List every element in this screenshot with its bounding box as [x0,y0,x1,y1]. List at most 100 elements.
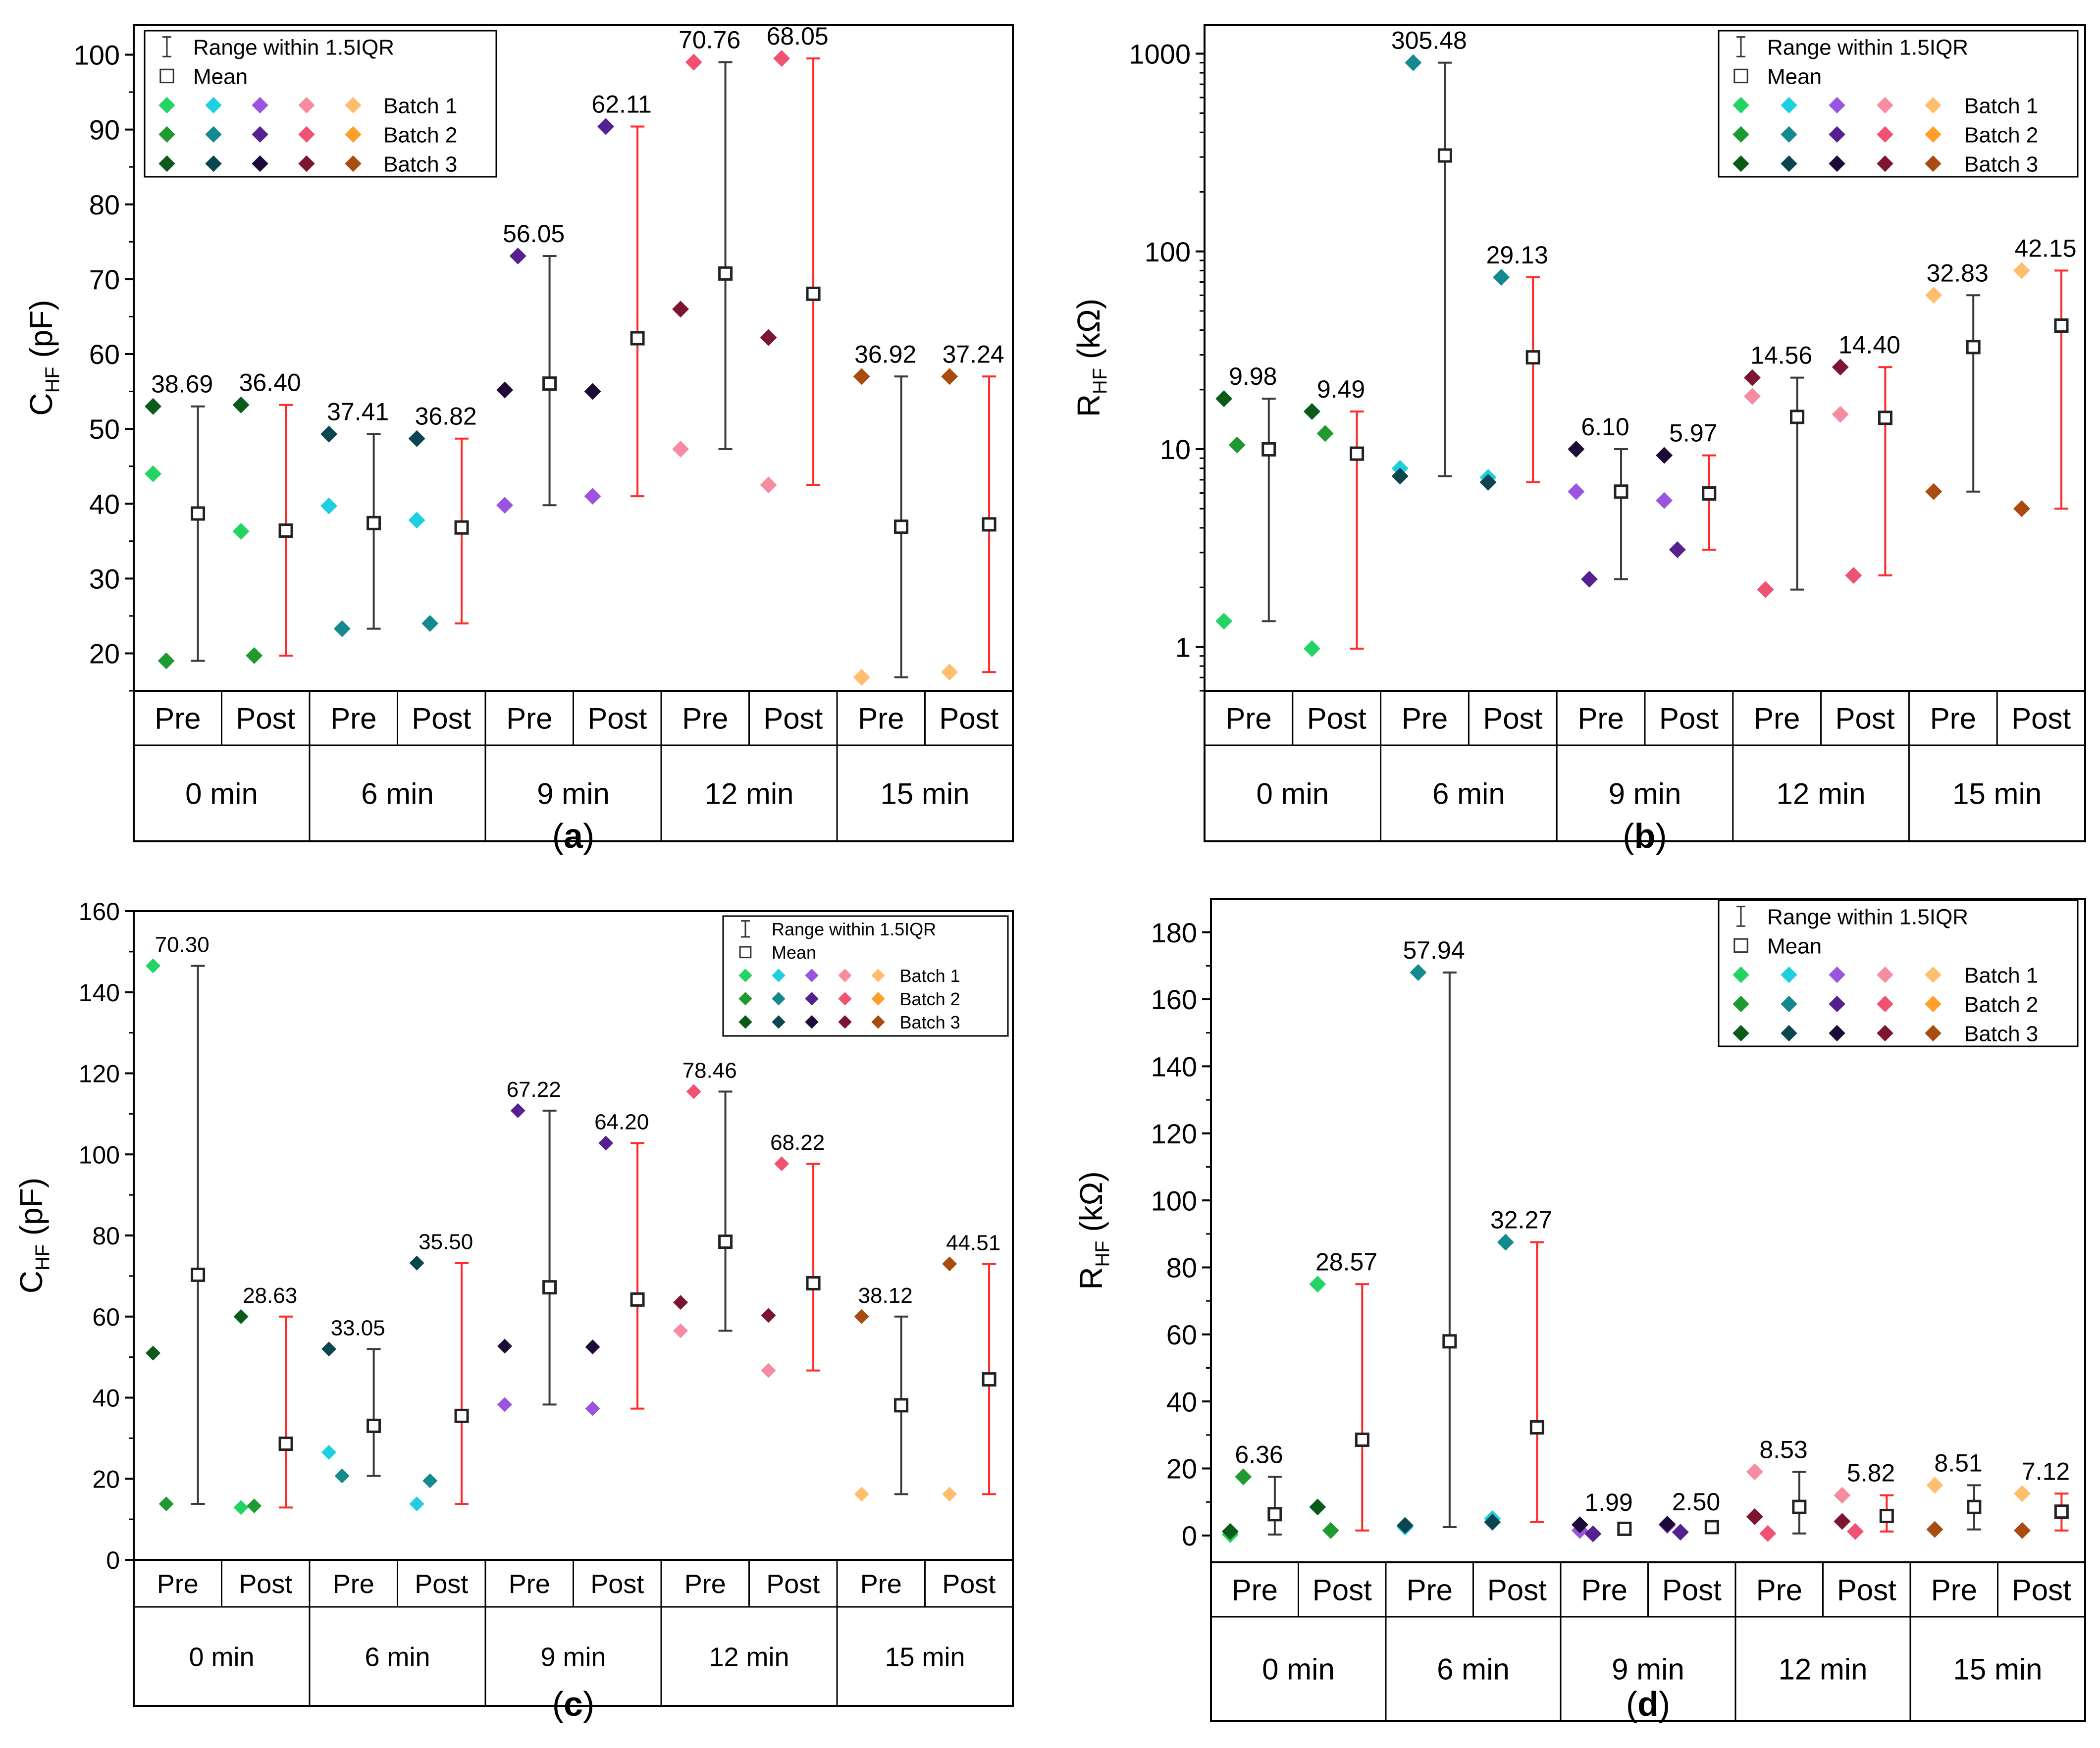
y-label-unit: (pF) [23,300,59,366]
data-point-batch-3 [1221,1523,1239,1540]
data-point-batch-3 [321,1341,337,1357]
legend-batch-label: Batch 2 [1964,992,2038,1017]
x-group-label: 15 min [1953,1653,2042,1686]
mean-value-label: 28.63 [243,1284,297,1308]
mean-marker [630,1292,645,1307]
x-group-label: 0 min [185,777,258,811]
x-tick-label-post: Post [1659,702,1719,735]
data-point-batch-1 [233,1500,249,1515]
legend-diamond [1732,155,1749,172]
legend-diamond [1829,995,1845,1013]
data-point-batch-1 [673,1323,688,1338]
x-tick-label-post: Post [2011,702,2071,735]
data-point-batch-2 [333,620,351,637]
legend-diamond [772,1015,786,1029]
x-tick-label-pre: Pre [509,1569,550,1599]
legend-batch-label: Batch 2 [383,123,457,147]
legend-mean-symbol [1733,938,1748,953]
data-point-batch-3 [941,368,958,385]
mean-value-label: 62.11 [591,91,651,118]
y-tick-label: 80 [89,189,120,220]
legend-diamond [205,155,222,172]
data-point-batch-2 [158,1496,174,1512]
mean-marker [1704,1520,1719,1535]
y-tick-label: 140 [79,979,120,1007]
data-point-batch-1 [942,1487,957,1502]
legend-diamond [1732,966,1749,983]
x-group-label: 0 min [1256,777,1329,811]
mean-marker [2054,318,2069,333]
mean-marker [1702,486,1717,501]
data-point-batch-2 [422,1473,438,1489]
y-tick-label: 90 [89,114,120,146]
data-point-batch-1 [853,668,870,686]
data-point-batch-1 [760,476,777,494]
data-point-batch-2 [1672,1524,1689,1541]
mean-value-label: 14.40 [1838,331,1900,359]
x-tick-label-post: Post [766,1569,820,1599]
data-point-batch-3 [2013,500,2030,517]
legend-range-label: Range within 1.5IQR [772,919,936,939]
x-tick-label-pre: Pre [1930,702,1976,735]
legend-mean-label: Mean [772,942,816,963]
y-label-sub: HF [42,366,63,393]
legend-diamond [205,97,222,114]
legend-mean-label: Mean [1767,934,1822,958]
data-point-batch-3 [409,1255,424,1271]
data-point-batch-1 [584,488,601,505]
data-point-batch-3 [232,396,250,413]
data-point-batch-3 [1832,359,1849,376]
y-tick-label: 60 [92,1303,120,1331]
x-group-label: 9 min [537,777,610,811]
y-tick-label: 180 [1151,917,1197,948]
mean-value-label: 5.97 [1669,419,1717,447]
panels: Pre Post 0 min Pre Post 6 min Pre Post 9 min Pre P… [13,22,2086,1723]
legend-box [1718,899,2079,1047]
data-point-batch-3 [1746,1508,1763,1525]
caption-paren: ( [1623,817,1634,855]
legend-diamond [1732,126,1749,143]
x-tick-label-post: Post [1312,1574,1372,1607]
y-axis-label: CHF (pF) [13,1178,53,1293]
legend-diamond [1781,126,1797,143]
y-tick-label: 0 [1182,1520,1197,1551]
y-tick-label: 1000 [1129,39,1191,70]
legend-batch-label: Batch 3 [900,1012,960,1032]
mean-value-label: 6.10 [1581,413,1629,441]
data-point-batch-1 [1215,613,1233,630]
mean-value-label: 9.49 [1317,375,1365,403]
mean-value-label: 35.50 [419,1230,473,1254]
legend-mean-symbol [1733,68,1748,84]
data-point-batch-3 [1743,369,1761,386]
x-tick-label-post: Post [1662,1574,1722,1607]
y-tick-label: 0 [106,1546,120,1574]
legend-diamond [738,1015,752,1029]
caption-letter: a [564,817,583,855]
y-tick-label: 50 [89,413,120,445]
legend-diamond [298,155,315,172]
legend-diamond [1877,1025,1893,1042]
data-point-batch-3 [1396,1517,1414,1534]
data-point-batch-1 [2013,262,2030,279]
legend-box [1718,30,2079,178]
legend-diamond [1925,97,1942,114]
legend-diamond [158,126,175,143]
data-point-batch-3 [1834,1513,1851,1530]
x-group-label: 6 min [361,777,434,811]
legend-box [144,30,497,178]
data-point-batch-3 [408,430,425,447]
plot-frame [1210,898,2086,1722]
data-point-batch-1 [941,664,958,681]
data-point-batch-3 [2013,1522,2031,1539]
mean-value-label: 28.57 [1315,1248,1377,1276]
x-group-label: 12 min [1777,777,1866,811]
mean-marker [1525,350,1540,365]
legend-diamond [1781,1025,1797,1042]
data-point-batch-3 [1309,1498,1326,1516]
data-point-batch-3 [496,381,514,399]
mean-value-label: 29.13 [1486,241,1548,269]
y-label-main: R [1071,394,1106,417]
legend-diamond [838,1015,852,1029]
mean-value-label: 305.48 [1391,27,1467,54]
y-tick-label: 30 [89,563,120,594]
